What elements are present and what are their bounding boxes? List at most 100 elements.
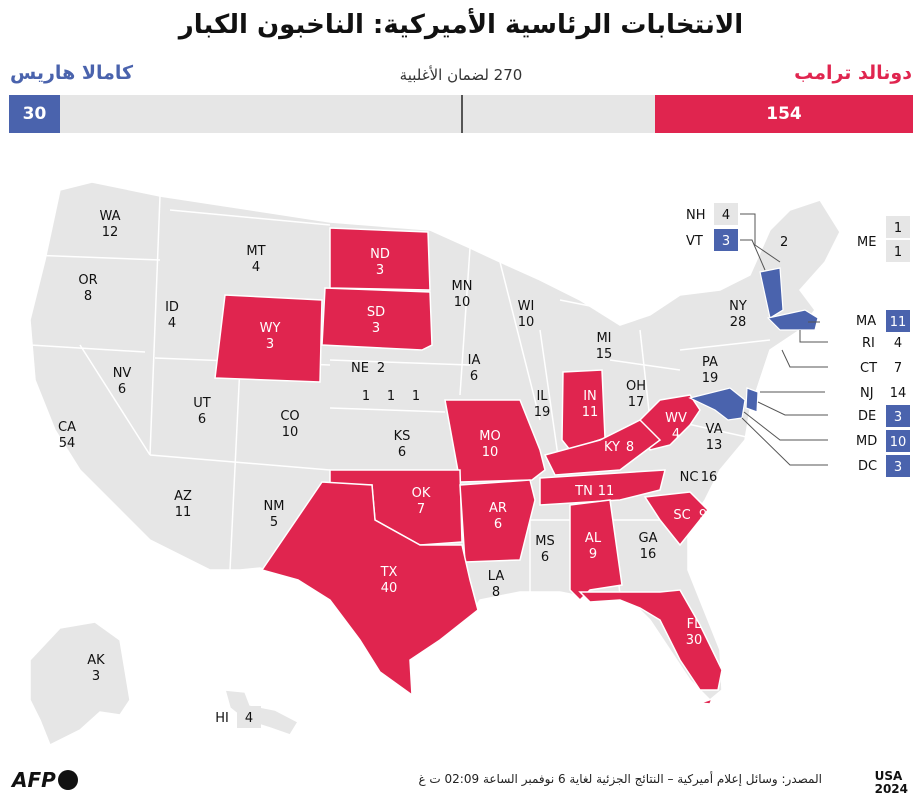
label-nv-name: NV <box>113 366 132 381</box>
hi-box <box>237 706 261 728</box>
state-ar <box>459 479 536 563</box>
source-note: المصدر: وسائل إعلام أميركية – النتائج ال… <box>418 772 822 786</box>
label-dc-name: DC <box>858 459 877 474</box>
label-ne-votes: 2 <box>377 361 385 376</box>
state-nd <box>329 227 431 291</box>
label-ak-name: AK <box>87 653 105 668</box>
label-nh-votes: 4 <box>722 208 730 223</box>
label-or-votes: 8 <box>84 289 92 304</box>
label-nd-votes: 3 <box>376 263 384 278</box>
harris-name: كامالا هاريس <box>10 62 134 84</box>
tally-bar: 30 154 <box>9 95 913 133</box>
state-sc <box>643 491 710 547</box>
label-al-name: AL <box>585 531 602 546</box>
label-wy-name: WY <box>260 321 281 336</box>
me-district-2-box <box>886 240 910 262</box>
label-mt-name: MT <box>246 244 265 259</box>
label-va-name: VA <box>706 422 723 437</box>
label-sd-votes: 3 <box>372 321 380 336</box>
label-az-name: AZ <box>174 489 192 504</box>
usa-logo-line1: USA <box>874 769 903 783</box>
ne-district-1: 1 <box>362 389 370 404</box>
label-ca-name: CA <box>58 420 76 435</box>
label-sc-name: SC <box>673 508 690 523</box>
label-ks-name: KS <box>394 429 411 444</box>
state-al <box>569 499 623 602</box>
label-md-name: MD <box>856 434 877 449</box>
label-mn-votes: 10 <box>454 295 471 310</box>
label-ga-name: GA <box>639 531 658 546</box>
label-ut-name: UT <box>193 396 211 411</box>
label-nv-votes: 6 <box>118 382 126 397</box>
label-nm-votes: 5 <box>270 515 278 530</box>
label-co-votes: 10 <box>282 425 299 440</box>
label-il-votes: 19 <box>534 405 551 420</box>
label-ri-votes: 4 <box>894 336 902 351</box>
label-hi-name: HI <box>215 711 229 726</box>
label-de-votes: 3 <box>894 410 902 425</box>
label-id-name: ID <box>165 300 179 315</box>
state-vt <box>759 267 784 319</box>
me-district-1: 1 <box>894 221 902 236</box>
label-pa-name: PA <box>702 355 718 370</box>
label-ky-name: KY <box>604 440 620 455</box>
label-ma-name: MA <box>856 314 876 329</box>
label-nj-name: NJ <box>860 386 874 401</box>
label-az-votes: 11 <box>175 505 192 520</box>
label-ca-votes: 54 <box>59 436 76 451</box>
label-dc-votes: 3 <box>894 460 902 475</box>
label-la-name: LA <box>488 569 505 584</box>
label-hi-votes: 4 <box>245 711 253 726</box>
label-de-name: DE <box>858 409 876 424</box>
label-co-name: CO <box>280 409 299 424</box>
harris-votes: 30 <box>9 95 60 133</box>
state-wy <box>214 294 323 383</box>
label-md-votes: 10 <box>890 435 907 450</box>
label-ok-name: OK <box>412 486 431 501</box>
label-ny-name: NY <box>729 299 747 314</box>
hawaii-shape <box>223 689 300 736</box>
label-ut-votes: 6 <box>198 412 206 427</box>
label-nc-votes: 16 <box>701 470 718 485</box>
label-ks-votes: 6 <box>398 445 406 460</box>
state-tn <box>539 469 666 506</box>
label-wa-votes: 12 <box>102 225 119 240</box>
dc-box <box>886 455 910 477</box>
label-mo-votes: 10 <box>482 445 499 460</box>
label-ne-name: NE <box>351 361 369 376</box>
label-tx-name: TX <box>380 565 398 580</box>
label-or-name: OR <box>78 273 97 288</box>
label-fl-name: FL <box>687 617 702 632</box>
me-district-1-box <box>886 216 910 238</box>
label-sc-votes: 9 <box>699 508 707 523</box>
vt-box <box>714 229 738 251</box>
label-ri-name: RI <box>862 336 875 351</box>
label-ms-name: MS <box>535 534 554 549</box>
label-va-votes: 13 <box>706 438 723 453</box>
label-id-votes: 4 <box>168 316 176 331</box>
ne-district-3-box <box>406 384 426 406</box>
majority-marker <box>461 95 463 133</box>
afp-logo: AFP <box>12 768 56 792</box>
alaska-shape <box>29 621 131 747</box>
label-tn-name: TN <box>574 484 593 499</box>
label-mi-votes: 15 <box>596 347 613 362</box>
label-in-name: IN <box>583 389 597 404</box>
trump-name: دونالد ترامب <box>794 62 912 84</box>
label-wv-votes: 4 <box>672 427 680 442</box>
ne-district-2-box <box>381 384 401 406</box>
trump-votes: 154 <box>655 95 913 133</box>
label-al-votes: 9 <box>589 547 597 562</box>
usa2024-logo: USA 2024 <box>875 770 908 796</box>
label-nj-votes: 14 <box>890 386 907 401</box>
label-sd-name: SD <box>367 305 385 320</box>
ne-district-3: 1 <box>412 389 420 404</box>
ne-district-1-box <box>356 384 376 406</box>
label-wa-name: WA <box>99 209 120 224</box>
page-title: الانتخابات الرئاسية الأميركية: الناخبون … <box>178 10 744 40</box>
label-wi-name: WI <box>518 299 535 314</box>
de-box <box>886 405 910 427</box>
label-oh-name: OH <box>626 379 646 394</box>
label-ct-name: CT <box>860 361 877 376</box>
